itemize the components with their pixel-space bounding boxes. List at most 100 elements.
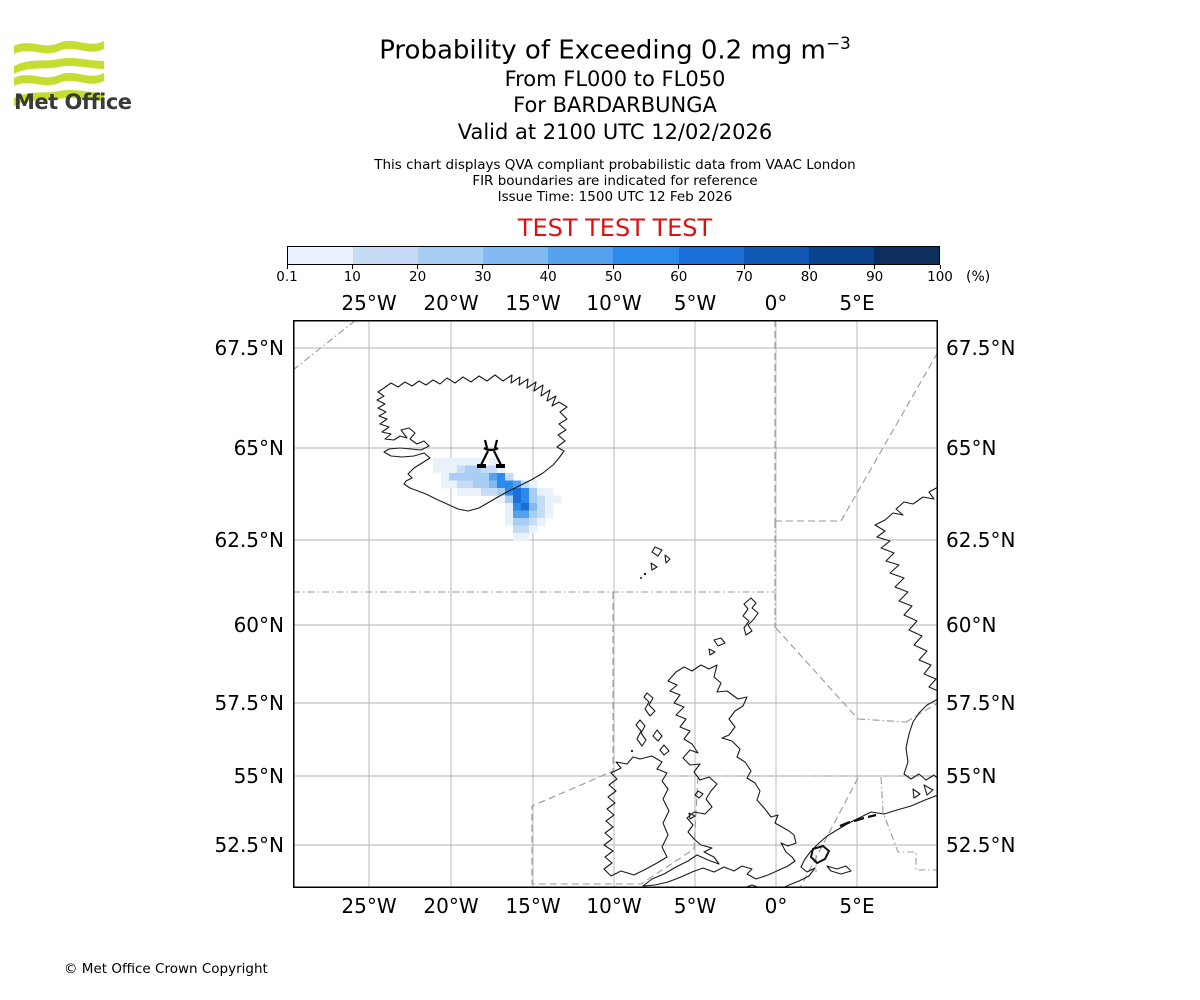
ash-probability-cell [513, 488, 522, 496]
subtitle-valid-time: Valid at 2100 UTC 12/02/2026 [457, 119, 773, 144]
ash-probability-cell [489, 465, 498, 474]
ash-probability-cell [457, 465, 466, 474]
colorbar-tick-label: 30 [474, 269, 492, 285]
coastline [650, 562, 658, 571]
ash-probability-cell [449, 473, 458, 481]
colorbar-tick-label: 70 [735, 269, 753, 285]
ash-probability-cell [537, 488, 546, 496]
coastline [923, 784, 934, 796]
volcano-marker-stroke [493, 439, 499, 449]
lat-label-left: 60°N [233, 613, 284, 637]
islet [630, 749, 634, 753]
coastline [635, 719, 647, 747]
ash-probability-cell [465, 480, 474, 489]
lon-label-top: 5°E [839, 291, 875, 315]
ash-probability-cell [529, 510, 538, 519]
ash-probability-cell [505, 473, 514, 481]
colorbar-tick [417, 265, 419, 269]
colorbar-tick [613, 265, 614, 269]
volcano-marker-stroke [483, 447, 499, 452]
ash-probability-cell [537, 518, 546, 526]
ash-probability-cell [521, 510, 530, 519]
lon-label-bottom: 25°W [341, 894, 397, 918]
colorbar-unit-label: (%) [966, 269, 991, 285]
colorbar-segment [483, 247, 549, 264]
ash-probability-cell [497, 495, 506, 504]
ash-probability-cell [473, 465, 482, 474]
header-block: Probability of Exceeding 0.2 mg m−3 From… [30, 28, 1200, 242]
ash-probability-cell [489, 473, 498, 481]
logo-wave [14, 90, 104, 106]
coastline [688, 812, 696, 820]
probability-colorbar [287, 246, 940, 265]
ash-probability-cell [521, 518, 530, 526]
ash-probability-cell [513, 495, 522, 504]
ash-probability-cell [537, 510, 546, 519]
coastline [376, 374, 568, 512]
fir-boundary [775, 351, 938, 522]
ash-probability-cell [481, 473, 490, 481]
note-issue-time: Issue Time: 1500 UTC 12 Feb 2026 [497, 189, 733, 206]
lon-label-bottom: 5°E [839, 894, 875, 918]
notes-block: This chart displays QVA compliant probab… [30, 157, 1200, 205]
logo-wave [14, 72, 104, 86]
ash-probability-cell [545, 510, 554, 519]
met-office-logo-text: Met Office [14, 90, 132, 114]
note-qva: This chart displays QVA compliant probab… [374, 157, 856, 174]
colorbar-segment [418, 247, 484, 264]
volcano-marker-stroke [483, 439, 489, 449]
map-frame [293, 320, 938, 888]
colorbar-tick-label: 90 [866, 269, 884, 285]
colorbar-tick [678, 265, 680, 269]
ash-probability-cell [537, 503, 546, 511]
colorbar-segment [808, 247, 874, 264]
fir-boundary [775, 627, 859, 720]
lat-label-left: 62.5°N [214, 528, 285, 552]
ash-probability-cell [529, 480, 538, 489]
logo-wave [14, 40, 104, 54]
lat-label-left: 65°N [233, 436, 284, 460]
ash-probability-cell [441, 465, 450, 474]
ash-probability-cell [433, 458, 442, 466]
fir-boundary [857, 718, 907, 723]
ash-probability-cell [513, 533, 522, 541]
ash-probability-cell [465, 458, 474, 466]
colorbar-tick-label: 20 [409, 269, 427, 285]
ash-probability-cell [441, 480, 450, 489]
islet [640, 577, 642, 579]
ash-probability-cell [505, 480, 514, 489]
coastline [874, 486, 938, 692]
ash-probability-cell [489, 488, 498, 496]
colorbar-tick [874, 265, 876, 269]
ash-probability-cell [465, 473, 474, 481]
lat-label-right: 62.5°N [946, 528, 1016, 552]
ash-probability-cell [521, 495, 530, 504]
ash-probability-cell [521, 488, 530, 496]
colorbar-segment [873, 247, 939, 264]
met-office-logo-icon [14, 40, 104, 106]
ash-probability-cell [521, 503, 530, 511]
coastline [652, 729, 663, 742]
ash-probability-cell [457, 480, 466, 489]
colorbar-tick-label: 60 [670, 269, 688, 285]
ash-probability-cell [553, 495, 562, 504]
colorbar-segment [288, 247, 354, 264]
lon-label-top: 15°W [505, 291, 561, 315]
colorbar-tick-label: 10 [343, 269, 361, 285]
colorbar-tick [286, 265, 288, 269]
ash-probability-cell [481, 465, 490, 474]
fir-boundary [880, 776, 938, 871]
coastline-ijsselmeer [809, 844, 831, 865]
lat-label-left: 67.5°N [214, 336, 285, 360]
ash-probability-cell [449, 480, 458, 489]
coastline [708, 648, 716, 656]
coastline-island [853, 816, 865, 823]
colorbar-tick [808, 265, 810, 269]
ash-probability-cell [505, 518, 514, 526]
ash-probability-cell [497, 473, 506, 481]
lat-label-left: 57.5°N [214, 691, 285, 715]
ash-probability-cell [545, 495, 554, 504]
ash-probability-cell [521, 533, 530, 541]
colorbar-tick-label: 80 [800, 269, 818, 285]
